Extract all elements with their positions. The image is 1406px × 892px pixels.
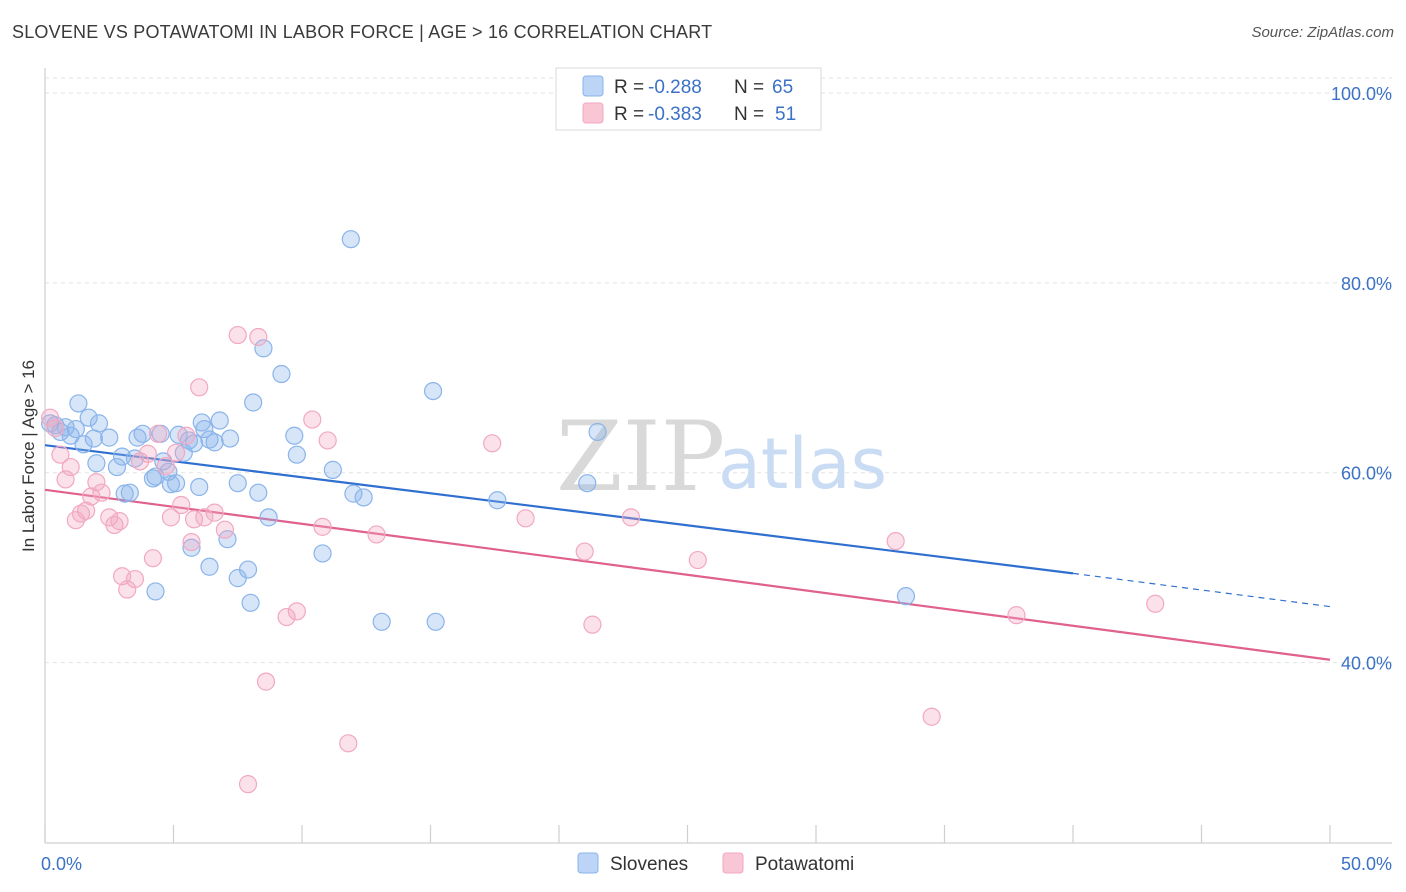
y-tick-label-2: 60.0% — [1341, 464, 1392, 484]
potawatomi-point-52 — [42, 409, 59, 426]
potawatomi-point-12 — [111, 513, 128, 530]
potawatomi-point-24 — [178, 427, 195, 444]
slovenes-point-30 — [191, 478, 208, 495]
potawatomi-point-40 — [340, 735, 357, 752]
slovenes-point-64 — [67, 421, 84, 438]
slovenes-point-55 — [489, 492, 506, 509]
potawatomi-point-49 — [923, 708, 940, 725]
y-tick-label-1: 80.0% — [1341, 274, 1392, 294]
slovenes-point-56 — [579, 475, 596, 492]
legend-label-potawatomi: Potawatomi — [755, 854, 854, 875]
potawatomi-r-label: R = — [614, 104, 644, 125]
slovenes-n-value: 65 — [772, 77, 793, 98]
potawatomi-point-48 — [887, 533, 904, 550]
potawatomi-point-25 — [183, 534, 200, 551]
potawatomi-point-33 — [250, 328, 267, 345]
potawatomi-point-30 — [216, 521, 233, 538]
slovenes-point-58 — [897, 588, 914, 605]
slovenes-point-35 — [211, 412, 228, 429]
slovenes-point-11 — [101, 429, 118, 446]
potawatomi-point-37 — [304, 411, 321, 428]
slovenes-point-17 — [134, 425, 151, 442]
potawatomi-point-44 — [576, 543, 593, 560]
trendline-extension-0 — [1073, 573, 1330, 606]
series-legend: Slovenes Potawatomi — [578, 853, 854, 875]
slovenes-point-53 — [425, 383, 442, 400]
potawatomi-point-45 — [584, 616, 601, 633]
y-axis-title: In Labor Force | Age > 16 — [19, 360, 38, 552]
watermark-atlas: atlas — [718, 423, 887, 505]
stats-legend: R = -0.288 N = 65 R = -0.383 N = 51 — [556, 68, 821, 130]
slovenes-point-10 — [90, 415, 107, 432]
watermark: ZIP atlas — [556, 401, 887, 513]
slovenes-point-57 — [589, 423, 606, 440]
potawatomi-point-29 — [206, 504, 223, 521]
slovenes-point-33 — [201, 558, 218, 575]
potawatomi-point-17 — [139, 445, 156, 462]
slovenes-point-44 — [273, 366, 290, 383]
slovenes-point-54 — [427, 613, 444, 630]
slovenes-point-51 — [355, 489, 372, 506]
potawatomi-point-38 — [314, 518, 331, 535]
potawatomi-point-32 — [240, 776, 257, 793]
slovenes-point-40 — [245, 394, 262, 411]
potawatomi-point-41 — [368, 526, 385, 543]
potawatomi-legend-swatch — [583, 103, 603, 123]
legend-swatch-potawatomi — [723, 853, 743, 873]
potawatomi-point-50 — [1008, 607, 1025, 624]
potawatomi-point-3 — [62, 459, 79, 476]
potawatomi-point-31 — [229, 327, 246, 344]
slovenes-point-46 — [288, 446, 305, 463]
potawatomi-point-42 — [484, 435, 501, 452]
legend-swatch-slovenes — [578, 853, 598, 873]
slovenes-r-value: -0.288 — [648, 77, 702, 98]
slovenes-point-49 — [342, 231, 359, 248]
slovenes-point-9 — [88, 455, 105, 472]
potawatomi-point-19 — [150, 425, 167, 442]
slovenes-point-48 — [324, 461, 341, 478]
slovenes-point-8 — [85, 430, 102, 447]
slovenes-point-5 — [70, 395, 87, 412]
potawatomi-point-23 — [173, 497, 190, 514]
potawatomi-point-46 — [622, 509, 639, 526]
potawatomi-point-51 — [1147, 595, 1164, 612]
slovenes-point-47 — [314, 545, 331, 562]
slovenes-point-37 — [222, 430, 239, 447]
slovenes-point-63 — [201, 431, 218, 448]
potawatomi-point-47 — [689, 552, 706, 569]
potawatomi-point-18 — [144, 550, 161, 567]
slovenes-r-label: R = — [614, 77, 644, 98]
potawatomi-point-27 — [191, 379, 208, 396]
watermark-zip: ZIP — [556, 401, 725, 513]
potawatomi-point-15 — [126, 571, 143, 588]
slovenes-point-43 — [260, 509, 277, 526]
potawatomi-point-22 — [168, 444, 185, 461]
x-tick-label-0: 0.0% — [41, 854, 82, 874]
slovenes-point-38 — [229, 475, 246, 492]
potawatomi-r-value: -0.383 — [648, 104, 702, 125]
slovenes-point-41 — [250, 484, 267, 501]
x-tick-label-1: 50.0% — [1341, 854, 1392, 874]
slovenes-point-62 — [116, 485, 133, 502]
potawatomi-point-9 — [93, 484, 110, 501]
scatter-chart: ZIP atlas 100.0% 80.0% 60.0% 40.0% 0.0% 50.0%… — [0, 0, 1406, 892]
slovenes-n-label: N = — [734, 77, 764, 98]
slovenes-legend-swatch — [583, 76, 603, 96]
y-tick-label-0: 100.0% — [1331, 84, 1392, 104]
slovenes-point-59 — [147, 583, 164, 600]
potawatomi-n-label: N = — [734, 104, 764, 125]
slovenes-point-60 — [242, 594, 259, 611]
slovenes-point-52 — [373, 613, 390, 630]
y-tick-label-3: 40.0% — [1341, 654, 1392, 674]
potawatomi-n-value: 51 — [775, 104, 796, 125]
potawatomi-point-34 — [258, 673, 275, 690]
potawatomi-point-39 — [319, 432, 336, 449]
slovenes-point-45 — [286, 427, 303, 444]
potawatomi-point-36 — [288, 603, 305, 620]
potawatomi-point-43 — [517, 510, 534, 527]
legend-label-slovenes: Slovenes — [610, 854, 688, 875]
slovenes-point-24 — [168, 475, 185, 492]
slovenes-point-61 — [229, 570, 246, 587]
